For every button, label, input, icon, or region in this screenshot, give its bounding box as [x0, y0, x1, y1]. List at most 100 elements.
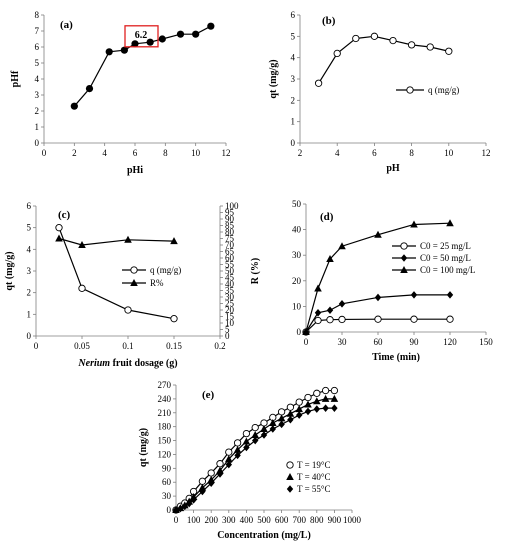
y-right-tick-label: 50 [225, 266, 235, 276]
annotation-label: 6.2 [135, 30, 148, 41]
data-point [446, 291, 454, 299]
data-point [407, 41, 416, 49]
data-point [252, 436, 259, 445]
x-axis-title: Time (min) [372, 352, 420, 363]
x-tick-label: 12 [222, 148, 231, 158]
x-tick-label: 1000 [343, 515, 362, 525]
y-tick-label: 7 [35, 26, 40, 36]
y-right-tick-label: 30 [225, 292, 235, 302]
x-tick-label: 12 [482, 148, 491, 158]
data-point [410, 291, 418, 299]
x-tick-label: 8 [163, 148, 168, 158]
legend-label: R% [150, 278, 164, 288]
panel-label: (c) [58, 209, 71, 221]
y-tick-label: 90 [162, 463, 172, 473]
legend-marker [400, 242, 408, 250]
data-point [326, 255, 334, 263]
y-tick-label: 150 [158, 436, 172, 446]
data-point [260, 424, 268, 432]
data-point [146, 38, 154, 46]
data-point [338, 315, 346, 324]
y-axis-title: pHf [10, 70, 21, 87]
x-tick-label: 200 [204, 515, 218, 525]
data-point [286, 403, 295, 411]
data-point [225, 448, 233, 456]
legend-label: q (mg/g) [150, 265, 181, 275]
data-point [352, 34, 360, 43]
x-tick-label: 700 [292, 515, 306, 525]
data-point [295, 398, 303, 406]
data-point [304, 400, 312, 408]
y-tick-label: 1 [27, 309, 32, 319]
x-tick-label: 0.1 [122, 341, 133, 351]
y-tick-label: 8 [35, 10, 40, 20]
data-point [314, 284, 322, 292]
x-tick-label: 500 [257, 515, 271, 525]
data-point [286, 409, 295, 417]
x-tick-label: 6 [133, 148, 138, 158]
y-tick-label: 0 [27, 331, 32, 341]
x-tick-label: 400 [240, 515, 254, 525]
data-point [216, 460, 224, 468]
data-point [445, 47, 453, 55]
y-tick-label: 1 [291, 117, 296, 127]
y-right-tick-label: 0 [225, 331, 230, 341]
y-right-tick-label: 85 [225, 221, 235, 231]
y-tick-label: 0 [297, 327, 302, 337]
legend-label: C0 = 25 mg/L [420, 241, 471, 251]
data-point [338, 242, 346, 250]
data-point [55, 224, 63, 232]
x-tick-label: 0 [34, 341, 39, 351]
legend-label: C0 = 50 mg/L [420, 253, 471, 263]
data-point [331, 404, 338, 412]
x-axis-title: Nerium fruit dosage (g) [77, 358, 177, 369]
data-point [234, 451, 241, 460]
x-tick-label: 800 [310, 515, 324, 525]
highlight-box [124, 25, 159, 48]
x-axis-title: pHi [127, 165, 143, 176]
data-point [199, 487, 206, 496]
legend-marker [130, 266, 138, 274]
y-tick-label: 4 [35, 74, 40, 84]
data-point [296, 411, 303, 419]
y-tick-label: 30 [292, 250, 302, 260]
data-point [321, 394, 330, 402]
data-point [55, 234, 63, 242]
data-point [446, 219, 454, 227]
x-tick-label: 6 [372, 148, 377, 158]
data-point [251, 431, 259, 438]
y-right-tick-label: 35 [225, 286, 235, 296]
data-point [326, 306, 334, 315]
y-right-tick-label: 40 [225, 279, 235, 289]
data-point [207, 469, 215, 477]
data-point [410, 220, 418, 228]
data-point [216, 470, 224, 478]
data-point [304, 393, 312, 402]
x-tick-label: 120 [443, 337, 457, 347]
y-right-tick-label: 20 [225, 305, 235, 315]
data-point [322, 404, 329, 412]
data-point [181, 502, 188, 511]
y-tick-label: 1 [35, 122, 40, 132]
data-point [242, 429, 251, 438]
y-axis-title: qt (mg/g) [138, 428, 149, 467]
data-point [370, 32, 379, 40]
data-point [389, 36, 397, 45]
y-tick-label: 210 [158, 408, 172, 418]
y-tick-label: 3 [291, 74, 296, 84]
data-point [313, 389, 321, 397]
y-tick-label: 4 [291, 53, 296, 63]
y-right-tick-label: 90 [225, 214, 235, 224]
data-point [70, 102, 78, 110]
y-tick-label: 6 [27, 201, 32, 211]
data-point [207, 22, 215, 30]
data-point [269, 425, 276, 433]
y-tick-label: 60 [162, 477, 172, 487]
x-tick-label: 4 [102, 148, 107, 158]
data-point [192, 30, 200, 38]
data-point [304, 407, 312, 416]
data-point [302, 328, 310, 335]
chart-panel-4: 0 100 200 300 400 500 600 700 800 900 1000 0 30 60 90 1… [138, 380, 362, 541]
